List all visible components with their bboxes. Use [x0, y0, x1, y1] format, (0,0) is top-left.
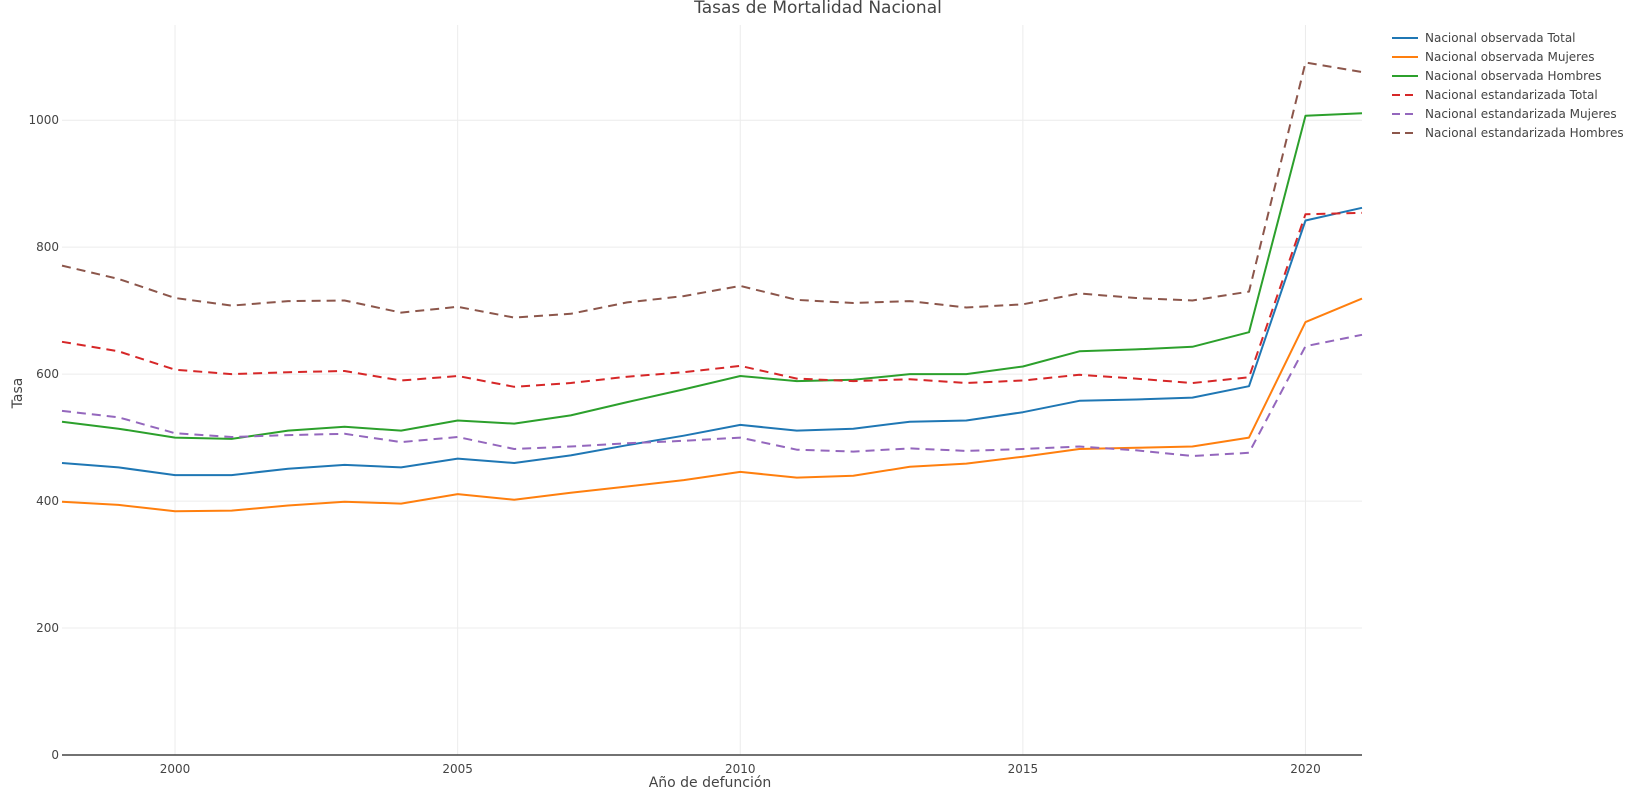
- y-tick-label: 400: [36, 494, 59, 508]
- y-tick-label: 200: [36, 621, 59, 635]
- y-axis-title: Tasa: [10, 378, 26, 410]
- legend-label: Nacional observada Total: [1425, 31, 1576, 45]
- legend-label: Nacional observada Mujeres: [1425, 50, 1594, 64]
- legend-item[interactable]: Nacional observada Total: [1392, 31, 1576, 45]
- legend-label: Nacional observada Hombres: [1425, 69, 1601, 83]
- series-line[interactable]: [61, 333, 1363, 457]
- x-tick-label: 2020: [1290, 762, 1321, 776]
- series-line[interactable]: [61, 61, 1363, 319]
- y-tick-label: 600: [36, 367, 59, 381]
- legend-item[interactable]: Nacional observada Mujeres: [1392, 50, 1594, 64]
- series-line[interactable]: [61, 211, 1363, 388]
- legend-label: Nacional estandarizada Total: [1425, 88, 1598, 102]
- chart-title: Tasas de Mortalidad Nacional: [693, 0, 942, 18]
- y-tick-label: 800: [36, 240, 59, 254]
- x-tick-label: 2015: [1008, 762, 1039, 776]
- legend-item[interactable]: Nacional estandarizada Hombres: [1392, 126, 1624, 140]
- series-line[interactable]: [61, 206, 1363, 477]
- x-ticks: 2000 2005 2010 2015 2020: [160, 762, 1321, 776]
- x-tick-label: 2000: [160, 762, 191, 776]
- y-tick-label: 0: [51, 748, 59, 762]
- y-ticks: 0 200 400 600 800 1000: [28, 113, 59, 762]
- legend-item[interactable]: Nacional observada Hombres: [1392, 69, 1601, 83]
- series-line[interactable]: [61, 112, 1363, 440]
- x-axis-title: Año de defunción: [649, 775, 772, 791]
- legend-item[interactable]: Nacional estandarizada Total: [1392, 88, 1598, 102]
- series-line[interactable]: [61, 297, 1363, 513]
- x-tick-label: 2010: [725, 762, 756, 776]
- plot-area: [61, 61, 1363, 513]
- legend-item[interactable]: Nacional estandarizada Mujeres: [1392, 107, 1617, 121]
- y-tick-label: 1000: [28, 113, 59, 127]
- grid: [62, 25, 1362, 755]
- legend-label: Nacional estandarizada Mujeres: [1425, 107, 1617, 121]
- legend-label: Nacional estandarizada Hombres: [1425, 126, 1624, 140]
- x-tick-label: 2005: [442, 762, 473, 776]
- legend[interactable]: Nacional observada Total Nacional observa…: [1392, 31, 1624, 140]
